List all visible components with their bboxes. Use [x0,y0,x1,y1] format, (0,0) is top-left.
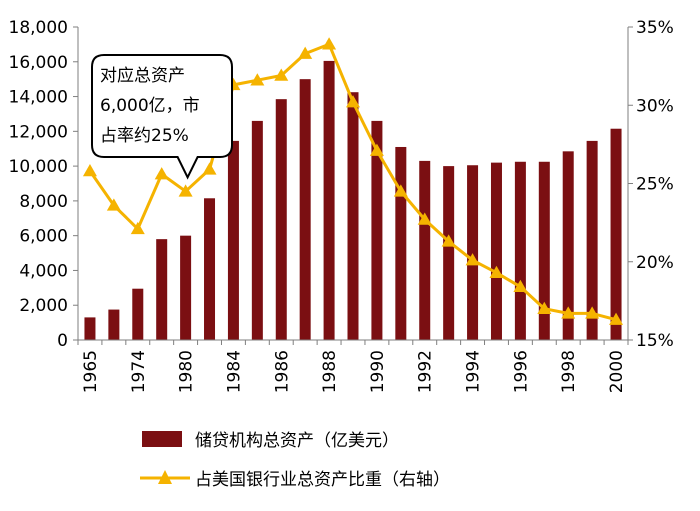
y-left-tick-label: 10,000 [9,157,68,177]
x-tick-label: 2000 [607,350,627,393]
x-tick-label: 1996 [511,350,531,393]
y-left-tick-label: 12,000 [9,122,68,142]
y-right-tick-label: 30% [636,96,674,116]
bar [251,120,263,341]
line-point [585,306,600,319]
line-point [369,143,384,156]
callout-line: 占率约25% [100,126,189,146]
line-point [513,279,528,293]
bar [610,128,622,340]
legend-label-line: 占美国银行业总资产比重（右轴） [195,470,450,490]
x-tick-label: 1965 [81,350,101,393]
line-point [322,37,337,50]
bar [180,235,192,340]
y-left-tick-label: 16,000 [9,53,68,73]
line-point [489,265,504,278]
x-tick-label: 1988 [320,350,340,393]
line-point [441,234,456,247]
line-point [609,312,624,325]
bar [467,165,479,340]
callout-line: 6,000亿，市 [100,96,200,116]
x-tick-label: 1992 [416,350,436,393]
x-tick-label: 1974 [129,350,149,393]
bar [84,317,96,340]
legend-label-bar: 储贷机构总资产（亿美元） [195,431,399,451]
line-point [393,184,408,197]
x-tick-label: 1986 [272,350,292,393]
line-point [417,212,432,225]
line-series [82,37,624,325]
x-tick-label: 1980 [177,350,197,393]
y-left-tick-label: 6,000 [19,227,68,247]
line-point [465,253,480,266]
y-right-tick-label: 20% [636,253,674,273]
bar [323,60,335,341]
x-tick-label: 1998 [559,350,579,393]
line-point [346,95,360,108]
callout-line: 对应总资产 [100,66,185,86]
bar [419,160,431,340]
callout-box [91,54,233,180]
bar [132,288,144,340]
bar [347,92,359,340]
legend-swatch-marker [158,470,172,484]
y-left-tick-label: 2,000 [19,296,68,316]
legend-swatch-bar [142,431,182,447]
line-point [298,46,313,59]
bar [586,140,598,340]
bar [108,309,120,340]
bar-series [84,60,622,341]
bar [443,166,455,340]
bar [156,239,168,340]
y-left-tick-label: 8,000 [19,192,68,212]
y-left-tick-label: 14,000 [9,88,68,108]
bar [514,161,526,340]
bar [299,79,311,341]
y-left-tick-label: 4,000 [19,261,68,281]
bar [562,151,574,340]
line-point [130,221,145,235]
line-point [561,306,576,319]
line-point [82,163,97,177]
line-point [202,162,217,175]
y-right-tick-label: 15% [636,331,674,351]
axes: 0 2,000 4,000 6,000 8,000 10,000 12,000 14,000 1… [9,18,674,393]
y-left-tick-label: 18,000 [9,18,68,38]
bar [371,120,383,341]
line-point [537,301,552,314]
x-tick-label: 1984 [224,350,244,393]
legend: 储贷机构总资产（亿美元） 占美国银行业总资产比重（右轴） [140,431,450,490]
line-point [106,198,121,211]
x-tick-label: 1990 [368,350,388,393]
bar [275,99,287,341]
line-point [250,73,265,86]
y-right-tick-label: 25% [636,175,674,195]
bar [395,146,407,340]
line-point [178,184,193,197]
y-left-tick-label: 0 [57,331,68,351]
y-right-tick-label: 35% [636,18,674,38]
bar [204,198,216,340]
bar [227,140,239,340]
bar [490,162,502,340]
line-point [154,167,169,180]
line-point [274,68,289,81]
bar [538,161,550,340]
x-tick-label: 1994 [464,350,484,393]
